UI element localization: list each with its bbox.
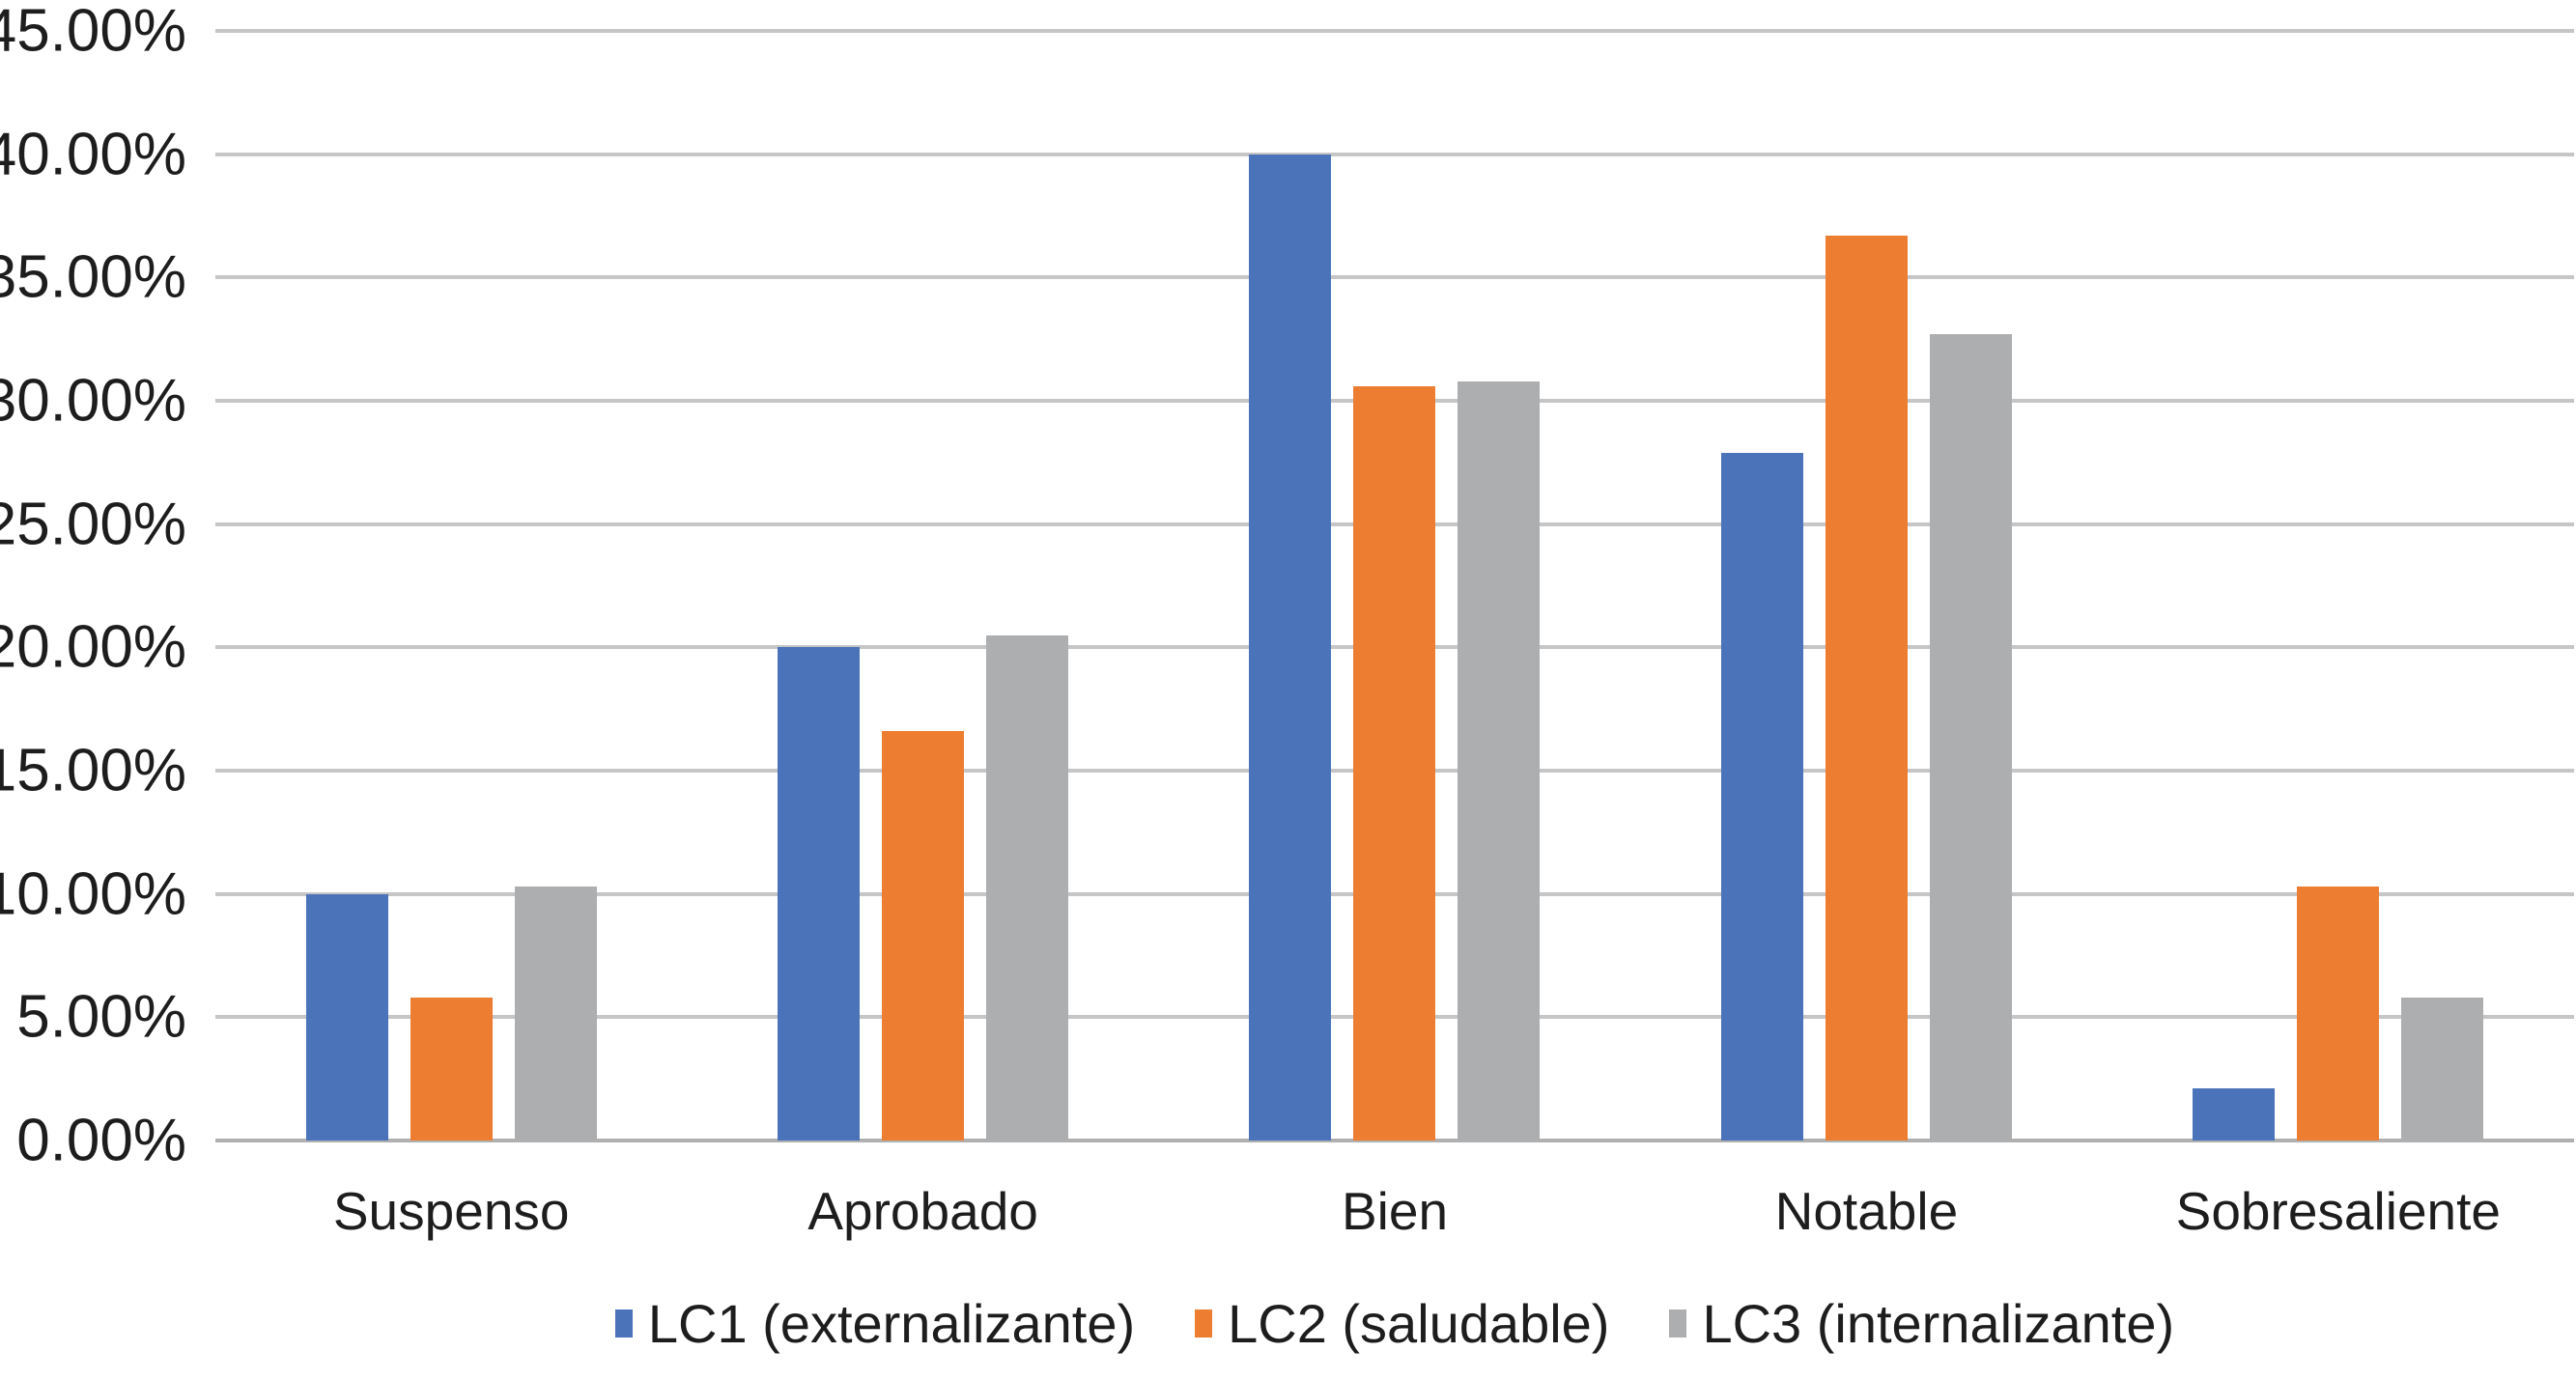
bar-group-aprobado (687, 31, 1158, 1141)
bar-lc3-suspenso (514, 887, 597, 1141)
plot-area (215, 29, 2574, 1142)
legend-item-lc3: LC3 (internalizante) (1669, 1292, 2174, 1355)
y-axis-tick-label: 45.00% (0, 0, 186, 65)
bar-lc1-notable (1720, 453, 1803, 1141)
y-axis-tick-label: 35.00% (0, 243, 186, 311)
y-axis-tick-label: 20.00% (0, 613, 186, 681)
x-axis-line (215, 1139, 2574, 1142)
gridline (215, 29, 2574, 33)
gridline (215, 399, 2574, 403)
legend-marker-lc2 (1195, 1310, 1213, 1338)
bar-lc2-sobresaliente (2297, 887, 2380, 1141)
legend-label: LC2 (saludable) (1228, 1293, 1610, 1354)
bar-lc1-sobresaliente (2193, 1088, 2276, 1141)
y-axis-tick-label: 15.00% (0, 737, 186, 804)
x-axis-category-labels: Suspenso Aprobado Bien Notable Sobresaliente (215, 1180, 2574, 1242)
legend-item-lc2: LC2 (saludable) (1195, 1292, 1609, 1355)
bar-group-bien (1159, 31, 1630, 1141)
gridline (215, 891, 2574, 896)
x-axis-category-label-bien: Bien (1341, 1181, 1449, 1241)
y-axis-tick-label: 5.00% (16, 983, 186, 1051)
chart-legend: LC1 (externalizante) LC2 (saludable) LC3 (… (215, 1292, 2574, 1355)
x-axis-category-label-sobresaliente: Sobresaliente (2175, 1181, 2501, 1241)
legend-marker-lc3 (1669, 1310, 1687, 1338)
bar-group-suspenso (215, 31, 687, 1141)
legend-marker-lc1 (614, 1310, 633, 1338)
y-axis-tick-label: 25.00% (0, 491, 186, 558)
gridline (215, 645, 2574, 650)
bar-lc3-bien (1458, 381, 1541, 1141)
x-axis-category-label-notable: Notable (1774, 1181, 1959, 1241)
y-axis-tick-label: 10.00% (0, 860, 186, 928)
legend-label: LC1 (externalizante) (647, 1293, 1136, 1354)
bar-group-notable (1630, 31, 2102, 1141)
gridline (215, 275, 2574, 280)
legend-label: LC3 (internalizante) (1702, 1293, 2175, 1354)
gridline (215, 152, 2574, 156)
bar-lc2-aprobado (882, 731, 965, 1141)
y-axis-tick-label: 40.00% (0, 121, 186, 188)
gridline (215, 769, 2574, 773)
bar-lc2-notable (1825, 236, 1908, 1141)
y-axis-tick-label: 0.00% (16, 1107, 186, 1174)
bar-lc3-notable (1929, 334, 2012, 1141)
bar-lc2-bien (1353, 386, 1436, 1141)
gridline (215, 521, 2574, 526)
gridline (215, 1015, 2574, 1020)
y-axis-tick-label: 30.00% (0, 367, 186, 435)
x-axis-category-label-aprobado: Aprobado (807, 1181, 1038, 1241)
x-axis-category-label-suspenso: Suspenso (332, 1181, 570, 1241)
bar-lc3-aprobado (986, 635, 1069, 1141)
legend-item-lc1: LC1 (externalizante) (614, 1292, 1136, 1355)
bar-group-sobresaliente (2103, 31, 2574, 1141)
